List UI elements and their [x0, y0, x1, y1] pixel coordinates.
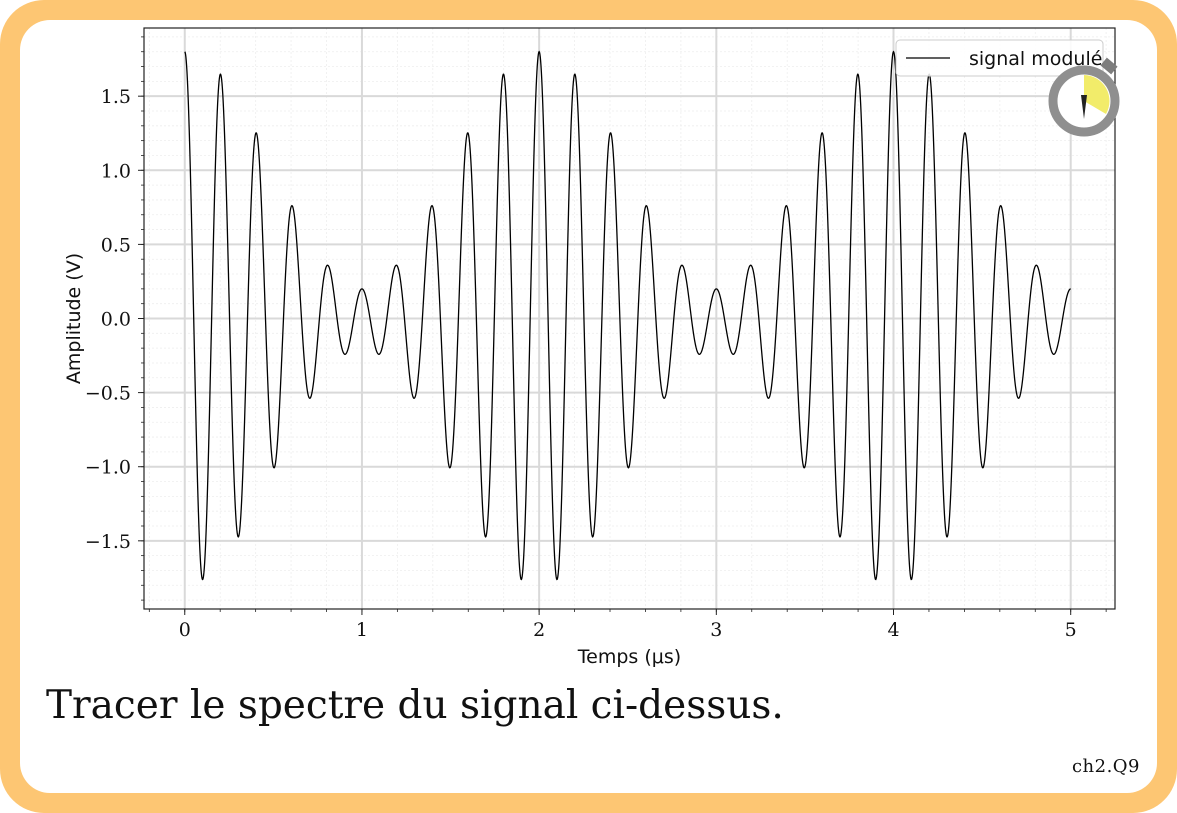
x-tick-label: 5 [1065, 619, 1077, 641]
question-code: ch2.Q9 [1071, 756, 1140, 777]
y-tick-label: 0.5 [101, 234, 131, 256]
x-tick-label: 1 [356, 619, 368, 641]
tick-labels: 0 1 2 3 4 5 −1.5 −1.0 −0.5 0.0 0.5 1.0 1.5 [85, 86, 1077, 641]
series-line-signal-module [184, 50, 1071, 581]
x-tick-label: 2 [533, 619, 545, 641]
x-tick-label: 3 [710, 619, 722, 641]
y-tick-label: −1.0 [85, 457, 131, 479]
major-grid [144, 28, 1115, 609]
y-axis-label: Amplitude (V) [63, 253, 85, 384]
legend: signal modulé [895, 39, 1104, 77]
signal-series [184, 50, 1071, 581]
y-tick-label: 0.0 [101, 309, 131, 331]
stopwatch-icon [1048, 57, 1120, 137]
y-tick-label: −0.5 [85, 383, 131, 405]
axis-ticks [138, 36, 1107, 615]
y-tick-label: 1.0 [101, 160, 131, 182]
x-axis-label: Temps (μs) [577, 646, 681, 668]
y-tick-label: −1.5 [85, 531, 131, 553]
question-text: Tracer le spectre du signal ci-dessus. [46, 683, 784, 728]
x-tick-label: 0 [179, 619, 191, 641]
legend-box [895, 39, 1104, 77]
legend-entry: signal modulé [969, 48, 1102, 70]
x-tick-label: 4 [887, 619, 899, 641]
y-tick-label: 1.5 [101, 86, 131, 108]
